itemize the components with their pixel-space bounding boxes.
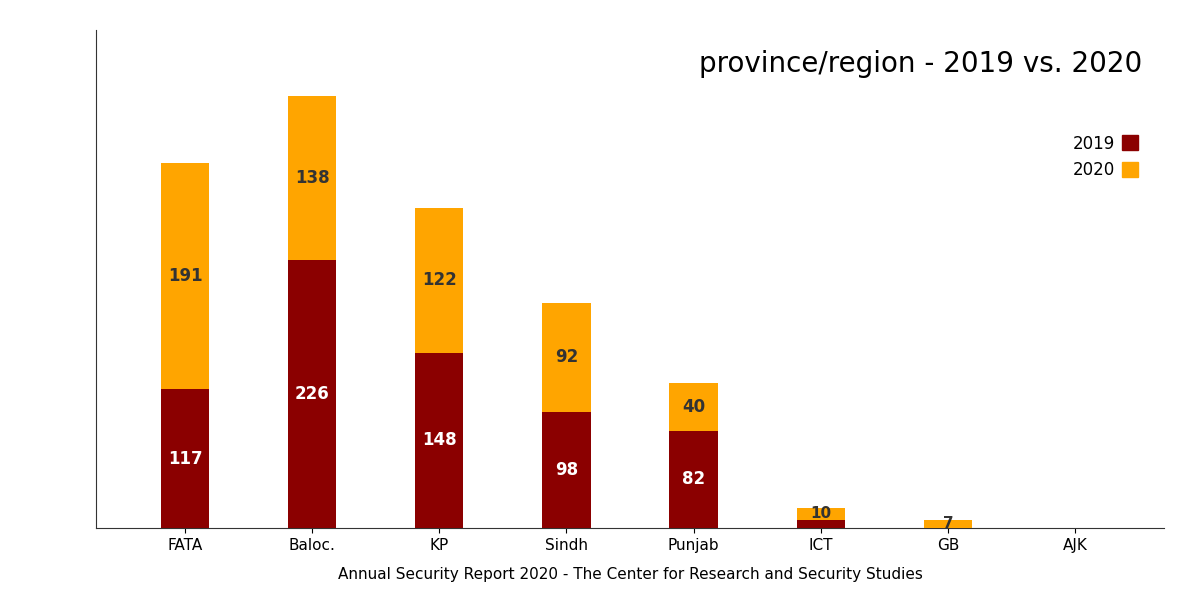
Bar bbox=[161, 389, 209, 528]
Legend: 2019, 2020: 2019, 2020 bbox=[1066, 128, 1145, 185]
Text: 10: 10 bbox=[810, 506, 832, 521]
Text: 122: 122 bbox=[422, 271, 457, 289]
Text: 117: 117 bbox=[168, 449, 203, 467]
Bar bbox=[670, 383, 718, 431]
Bar bbox=[542, 412, 590, 528]
Bar bbox=[288, 260, 336, 528]
Text: 226: 226 bbox=[295, 385, 330, 403]
Bar bbox=[542, 303, 590, 412]
Text: 138: 138 bbox=[295, 169, 330, 187]
Bar bbox=[415, 208, 463, 353]
Text: 82: 82 bbox=[682, 470, 706, 488]
Bar bbox=[924, 520, 972, 528]
Bar bbox=[797, 520, 845, 528]
Bar bbox=[161, 163, 209, 389]
Text: 92: 92 bbox=[554, 348, 578, 366]
Bar bbox=[797, 508, 845, 520]
Text: 191: 191 bbox=[168, 267, 203, 285]
Text: 148: 148 bbox=[422, 431, 456, 449]
X-axis label: Annual Security Report 2020 - The Center for Research and Security Studies: Annual Security Report 2020 - The Center… bbox=[337, 566, 923, 581]
Bar bbox=[670, 431, 718, 528]
Text: 7: 7 bbox=[942, 517, 953, 532]
Bar bbox=[415, 353, 463, 528]
Text: 98: 98 bbox=[554, 461, 578, 479]
Text: province/region - 2019 vs. 2020: province/region - 2019 vs. 2020 bbox=[700, 50, 1142, 78]
Bar bbox=[288, 97, 336, 260]
Text: 40: 40 bbox=[682, 398, 706, 416]
